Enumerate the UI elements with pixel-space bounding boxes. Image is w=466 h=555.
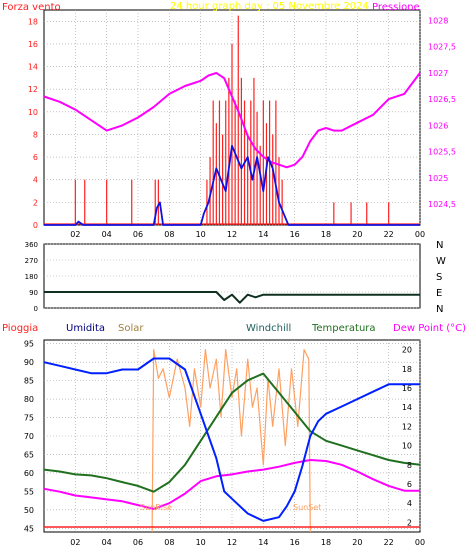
x-tick-label: 00 xyxy=(415,230,425,239)
x-tick-label: 08 xyxy=(164,538,174,547)
compass-label: S xyxy=(436,272,442,283)
y-right-tick-label: 1027,5 xyxy=(428,43,456,52)
x-tick-label: 12 xyxy=(227,230,237,239)
x-tick-label: 16 xyxy=(290,230,300,239)
solar-label: Solar xyxy=(118,323,144,334)
y-right-tick-label: 10 xyxy=(402,442,412,451)
x-tick-label: 06 xyxy=(133,538,143,547)
x-tick-label: 10 xyxy=(196,230,206,239)
x-tick-label: 14 xyxy=(258,230,268,239)
y-left-tick-label: 6 xyxy=(33,153,38,162)
left-axis-title: Forza vento xyxy=(2,2,61,13)
temperature-line xyxy=(43,372,421,493)
x-tick-label: 22 xyxy=(384,230,394,239)
y-right-tick-label: 2 xyxy=(407,518,412,527)
y-left-tick-label: 16 xyxy=(28,40,38,49)
y-left-tick-label: 85 xyxy=(24,377,34,386)
right-axis-title: Pressione xyxy=(372,2,420,13)
y-right-tick-label: 20 xyxy=(402,346,412,355)
y-left-tick-label: 80 xyxy=(24,395,34,404)
dewpoint-line xyxy=(43,459,420,510)
compass-label: N xyxy=(436,240,443,251)
y-right-tick-label: 4 xyxy=(407,499,412,508)
y-right-tick-label: 6 xyxy=(407,480,412,489)
y-left-tick-label: 55 xyxy=(24,487,34,496)
y-left-tick-label: 45 xyxy=(24,524,34,533)
dewpoint-label: Dew Point (°C) xyxy=(393,323,466,334)
x-tick-label: 16 xyxy=(290,538,300,547)
compass-label: N xyxy=(436,304,443,315)
y-left-tick-label: 270 xyxy=(25,257,38,265)
y-left-tick-label: 2 xyxy=(33,198,38,207)
x-tick-label: 12 xyxy=(227,538,237,547)
x-tick-label: 18 xyxy=(321,538,331,547)
y-right-tick-label: 1026,5 xyxy=(428,95,456,104)
y-left-tick-label: 70 xyxy=(24,432,34,441)
x-tick-label: 10 xyxy=(196,538,206,547)
y-left-tick-label: 90 xyxy=(29,289,38,297)
y-right-tick-label: 1028 xyxy=(428,16,448,25)
sunset-annotation: SunSet xyxy=(293,503,321,512)
temperature-label: Temperatura xyxy=(311,323,376,334)
y-left-tick-label: 14 xyxy=(28,63,38,72)
y-left-tick-label: 180 xyxy=(25,273,38,281)
y-right-tick-label: 18 xyxy=(402,365,412,374)
y-right-tick-label: 16 xyxy=(402,384,412,393)
x-tick-label: 08 xyxy=(164,230,174,239)
y-right-tick-label: 1025,5 xyxy=(428,148,456,157)
y-left-tick-label: 90 xyxy=(24,358,34,367)
x-tick-label: 00 xyxy=(415,538,425,547)
pressure-line xyxy=(43,71,421,169)
y-left-tick-label: 12 xyxy=(28,85,38,94)
compass-label: W xyxy=(436,256,446,267)
y-left-tick-label: 0 xyxy=(34,305,38,313)
solar-line xyxy=(151,349,311,533)
y-left-tick-label: 10 xyxy=(28,108,38,117)
x-tick-label: 02 xyxy=(70,230,80,239)
chart-title: 24 hour graph day : 05 Novembre 2024 xyxy=(170,1,369,12)
y-right-tick-label: 1024,5 xyxy=(428,200,456,209)
y-left-tick-label: 65 xyxy=(24,450,34,459)
y-left-tick-label: 60 xyxy=(24,469,34,478)
y-left-tick-label: 360 xyxy=(25,241,38,249)
x-tick-label: 20 xyxy=(352,230,362,239)
x-tick-label: 04 xyxy=(102,230,112,239)
y-right-tick-label: 1025 xyxy=(428,174,448,183)
y-right-tick-label: 1027 xyxy=(428,69,448,78)
rain-label: Pioggia xyxy=(2,323,38,334)
wind-mean-line xyxy=(44,144,420,226)
x-tick-label: 20 xyxy=(352,538,362,547)
y-right-tick-label: 1026 xyxy=(428,121,448,130)
wind-direction-line xyxy=(44,291,420,304)
wind-direction-plot-area xyxy=(43,243,421,309)
x-tick-label: 06 xyxy=(133,230,143,239)
x-tick-label: 02 xyxy=(70,538,80,547)
x-tick-label: 22 xyxy=(384,538,394,547)
y-left-tick-label: 8 xyxy=(33,130,38,139)
y-left-tick-label: 4 xyxy=(33,176,38,185)
y-left-tick-label: 50 xyxy=(24,506,34,515)
y-left-tick-label: 18 xyxy=(28,17,38,26)
y-right-tick-label: 14 xyxy=(402,403,412,412)
compass-label: E xyxy=(436,288,442,299)
y-right-tick-label: 8 xyxy=(407,461,412,470)
y-left-tick-label: 75 xyxy=(24,414,34,423)
sunrise-annotation: SunRise xyxy=(140,503,172,512)
humidity-label: Umidita xyxy=(66,323,105,334)
y-right-tick-label: 12 xyxy=(402,422,412,431)
y-left-tick-label: 95 xyxy=(24,340,34,349)
humidity-line xyxy=(43,357,420,522)
windchill-label: Windchill xyxy=(246,323,291,334)
y-left-tick-label: 0 xyxy=(33,221,38,230)
x-tick-label: 14 xyxy=(258,538,268,547)
x-tick-label: 18 xyxy=(321,230,331,239)
x-tick-label: 04 xyxy=(102,538,112,547)
